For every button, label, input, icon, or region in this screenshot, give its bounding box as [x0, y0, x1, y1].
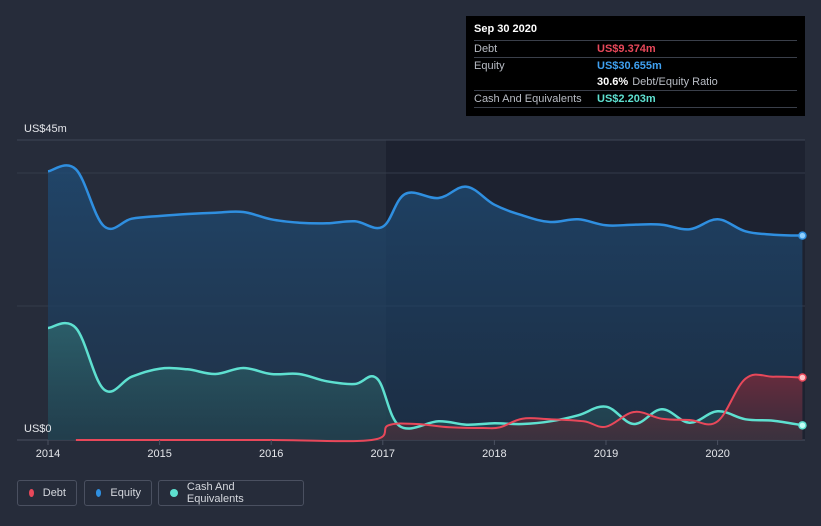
tooltip-ratio-row: 30.6% Debt/Equity Ratio [474, 74, 797, 90]
tooltip-ratio-value: 30.6% [597, 76, 629, 88]
legend-debt[interactable]: Debt [17, 480, 77, 506]
tooltip-cash-value: US$2.203m [597, 93, 656, 105]
debt-line [75, 373, 803, 443]
x-tick-label-2019: 2019 [594, 448, 618, 460]
x-tick-label-2015: 2015 [147, 448, 171, 460]
cash-end-point[interactable] [798, 421, 807, 430]
y-min-label: US$0 [24, 423, 52, 435]
debt-area [75, 374, 803, 442]
tooltip-equity-row: Equity US$30.655m [474, 57, 797, 74]
tooltip-debt-row: Debt US$9.374m [474, 40, 797, 57]
legend-equity[interactable]: Equity [84, 480, 152, 506]
tooltip-ratio-text: Debt/Equity Ratio [632, 76, 718, 88]
tooltip-panel: Sep 30 2020 Debt US$9.374m Equity US$30.… [466, 16, 805, 116]
legend-equity-label: Equity [110, 487, 141, 499]
x-tick-label-2017: 2017 [371, 448, 395, 460]
legend-cash[interactable]: Cash And Equivalents [158, 480, 304, 506]
cash-line [47, 321, 803, 430]
tooltip-equity-value: US$30.655m [597, 60, 662, 72]
x-tick-label-2020: 2020 [705, 448, 729, 460]
x-tick-label-2014: 2014 [36, 448, 60, 460]
tooltip-debt-value: US$9.374m [597, 43, 656, 55]
tooltip-equity-label: Equity [474, 60, 505, 72]
legend-debt-dot [29, 489, 34, 497]
legend-cash-dot [170, 489, 178, 497]
tooltip-cash-label: Cash And Equivalents [474, 93, 582, 105]
legend-equity-dot [96, 489, 102, 497]
equity-end-point[interactable] [798, 231, 807, 240]
x-tick-label-2016: 2016 [259, 448, 283, 460]
legend-debt-label: Debt [42, 487, 66, 499]
x-tick-label-2018: 2018 [482, 448, 506, 460]
debt-end-point[interactable] [798, 373, 807, 382]
x-axis-ticks: 2014 2015 2016 2017 2018 2019 2020 [36, 440, 730, 460]
y-max-label: US$45m [24, 123, 67, 135]
equity-line [47, 164, 803, 237]
tooltip-date: Sep 30 2020 [474, 23, 537, 35]
tooltip-debt-label: Debt [474, 43, 498, 55]
legend-cash-label: Cash And Equivalents [186, 481, 244, 505]
tooltip-cash-row: Cash And Equivalents US$2.203m [474, 90, 797, 108]
